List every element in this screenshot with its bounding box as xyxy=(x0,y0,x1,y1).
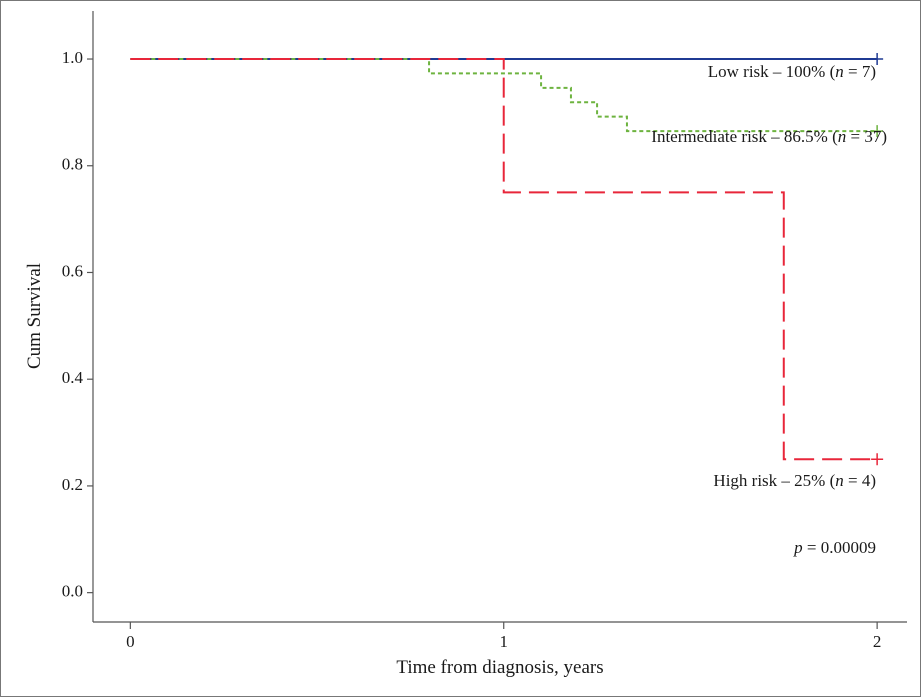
censor-mark-low xyxy=(871,53,884,66)
series-label-n: n xyxy=(838,127,847,146)
y-tick-label: 1.0 xyxy=(62,48,83,67)
series-label-low: Low risk – 100% (n = 7) xyxy=(708,62,876,81)
series-label-n: n xyxy=(835,471,844,490)
y-tick-label: 0.4 xyxy=(62,368,84,387)
series-label-prefix: Intermediate risk – 86.5% ( xyxy=(651,127,838,146)
y-tick-label: 0.2 xyxy=(62,475,83,494)
survival-curves xyxy=(130,53,884,466)
y-tick-label: 0.6 xyxy=(62,261,83,280)
series-label-intermediate: Intermediate risk – 86.5% (n = 37) xyxy=(651,127,887,146)
y-tick-label: 0.8 xyxy=(62,155,83,174)
y-axis-title: Cum Survival xyxy=(24,263,45,369)
y-tick-label: 0.0 xyxy=(62,582,83,601)
series-label-prefix: High risk – 25% ( xyxy=(713,471,835,490)
censor-mark-high xyxy=(871,453,884,466)
series-label-suffix: = 7) xyxy=(844,62,876,81)
x-tick-label: 0 xyxy=(126,632,135,651)
x-tick-label: 1 xyxy=(499,632,508,651)
p-value-text: = 0.00009 xyxy=(803,538,876,557)
x-axis-title: Time from diagnosis, years xyxy=(396,657,603,678)
x-tick-label: 2 xyxy=(873,632,882,651)
x-axis-ticks: 0 1 2 xyxy=(126,622,881,651)
series-label-prefix: Low risk – 100% ( xyxy=(708,62,836,81)
y-axis-ticks: 0.0 0.2 0.4 0.6 0.8 1.0 xyxy=(62,48,93,601)
series-label-high: High risk – 25% (n = 4) xyxy=(713,471,876,490)
series-label-suffix: = 37) xyxy=(846,127,887,146)
series-label-suffix: = 4) xyxy=(844,471,876,490)
series-label-n: n xyxy=(835,62,844,81)
censor-mark-intermediate xyxy=(871,125,884,138)
km-curve-intermediate xyxy=(130,58,878,133)
km-curve-high xyxy=(130,58,878,461)
series-labels: Low risk – 100% (n = 7)Intermediate risk… xyxy=(651,62,887,490)
p-value-symbol: p xyxy=(793,538,803,557)
p-value-annotation: p = 0.00009 xyxy=(793,538,876,557)
